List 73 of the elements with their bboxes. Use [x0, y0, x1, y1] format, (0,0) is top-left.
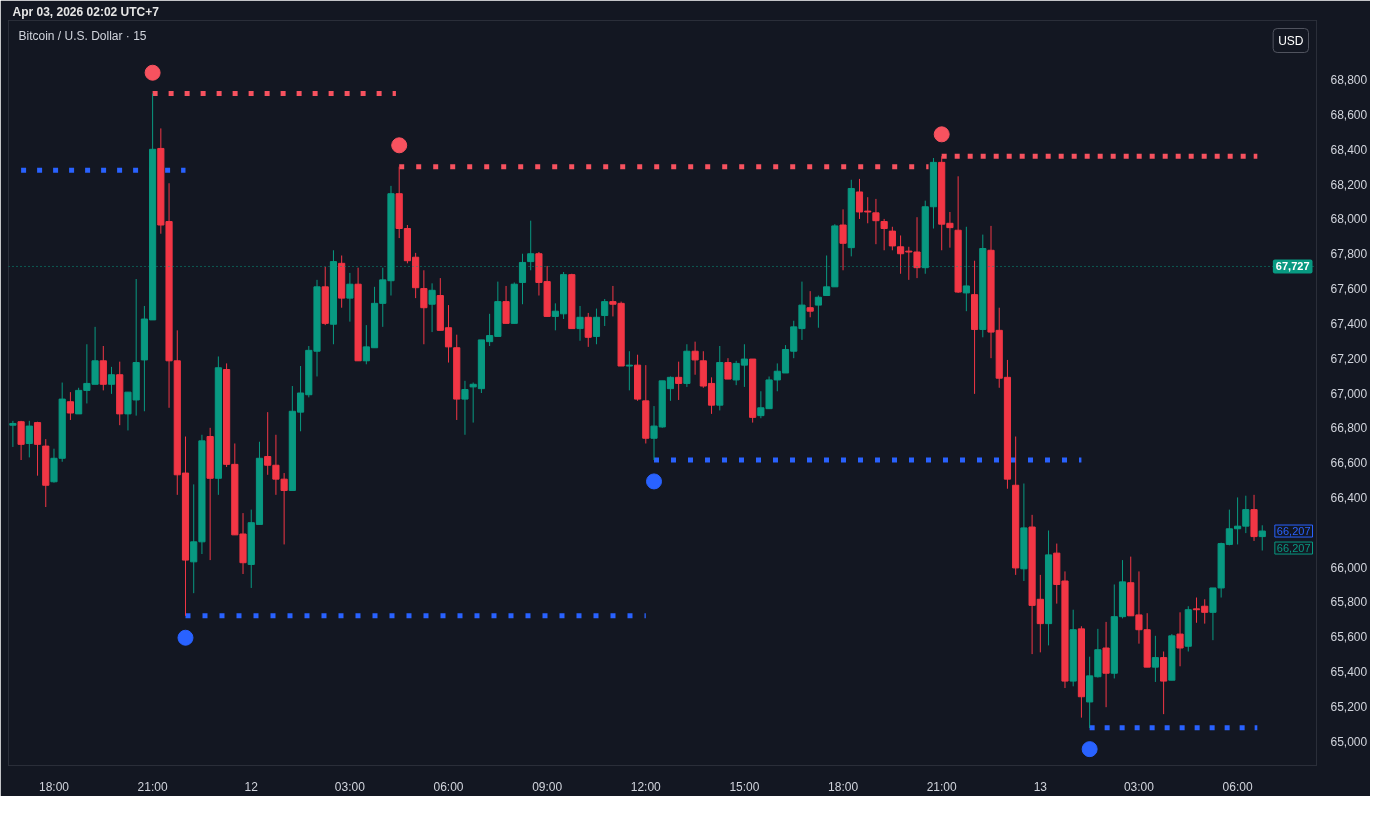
candlestick: [99, 345, 107, 391]
candlestick: [1151, 635, 1159, 683]
y-tick-label: 68,000: [1330, 212, 1368, 227]
candlestick: [346, 272, 354, 323]
candlestick: [625, 350, 633, 391]
x-tick-label: 15:00: [729, 779, 760, 794]
ref-line-label: 67,727: [1275, 260, 1310, 273]
text: Apr 03, 2026 02:02 UTC+7: [12, 4, 160, 19]
candlestick: [9, 420, 17, 448]
candlestick: [1176, 611, 1184, 667]
x-tick-label: 21:00: [137, 779, 168, 794]
y-tick-label: 68,600: [1330, 108, 1368, 122]
candlestick: [806, 290, 814, 318]
point: [177, 629, 194, 646]
candlestick: [880, 218, 888, 251]
candlestick: [107, 366, 116, 395]
y-tick-label: 68,200: [1330, 177, 1368, 192]
candlestick: [420, 269, 428, 345]
y-tick-label: 68,400: [1330, 142, 1368, 157]
candlestick: [584, 312, 592, 348]
y-tick-label: 65,400: [1330, 665, 1368, 679]
candlestick: [576, 305, 584, 342]
y-tick-label: 67,800: [1330, 247, 1368, 262]
candlestick: [872, 198, 880, 245]
x-tick-label: 12:00: [630, 779, 662, 794]
candlestick: [691, 341, 699, 376]
y-tick-label: 65,600: [1330, 630, 1368, 645]
x-tick-label: 09:00: [532, 779, 563, 794]
candlestick: [33, 421, 42, 477]
candlestick: [1258, 524, 1266, 552]
candlestick: [675, 361, 683, 401]
candlestick: [66, 391, 74, 421]
x-tick-label: 06:00: [433, 779, 464, 794]
x-tick-label: 18:00: [38, 779, 70, 794]
annotation: USD: [1278, 33, 1304, 48]
candlestick: [461, 380, 469, 436]
text: Bitcoin / U.S. Dollar · 15: [18, 28, 147, 43]
candlestick: [601, 298, 609, 327]
x-tick-label: 13: [1033, 779, 1048, 794]
y-tick-label: 67,400: [1330, 316, 1368, 331]
candlestick: [724, 357, 732, 380]
y-tick-label: 66,600: [1330, 456, 1368, 471]
point: [391, 137, 408, 154]
y-tick-label: 67,200: [1330, 351, 1368, 366]
y-tick-label: 66,000: [1330, 560, 1368, 575]
candlestick: [17, 420, 25, 461]
x-tick-label: 21:00: [926, 779, 958, 794]
y-tick-label: 66,400: [1330, 490, 1368, 505]
annotation: 66,207: [1276, 525, 1311, 538]
y-tick-label: 65,200: [1330, 699, 1368, 714]
annotation: 66,207: [1276, 542, 1311, 555]
x-tick-label: 18:00: [828, 779, 859, 794]
point: [144, 64, 161, 81]
point: [1081, 741, 1098, 758]
point: [933, 126, 950, 143]
candlestick: [814, 295, 822, 329]
candlestick: [502, 285, 510, 324]
candlestick: [428, 282, 436, 333]
y-tick-label: 67,000: [1330, 386, 1368, 401]
candlestick: [1160, 650, 1168, 715]
y-tick-label: 65,800: [1330, 595, 1368, 610]
x-tick-label: 03:00: [1123, 779, 1155, 794]
x-tick-label: 06:00: [1222, 779, 1253, 794]
candlestick: [25, 420, 33, 458]
y-tick-label: 68,800: [1330, 73, 1368, 88]
candlestick: [839, 208, 847, 271]
y-tick-label: 65,000: [1330, 734, 1368, 749]
y-tick-label: 67,600: [1330, 282, 1368, 297]
candlestick: [592, 308, 601, 345]
point: [646, 473, 663, 490]
x-tick-label: 03:00: [334, 779, 366, 794]
y-tick-label: 66,800: [1330, 421, 1368, 436]
x-tick-label: 12: [244, 779, 259, 794]
